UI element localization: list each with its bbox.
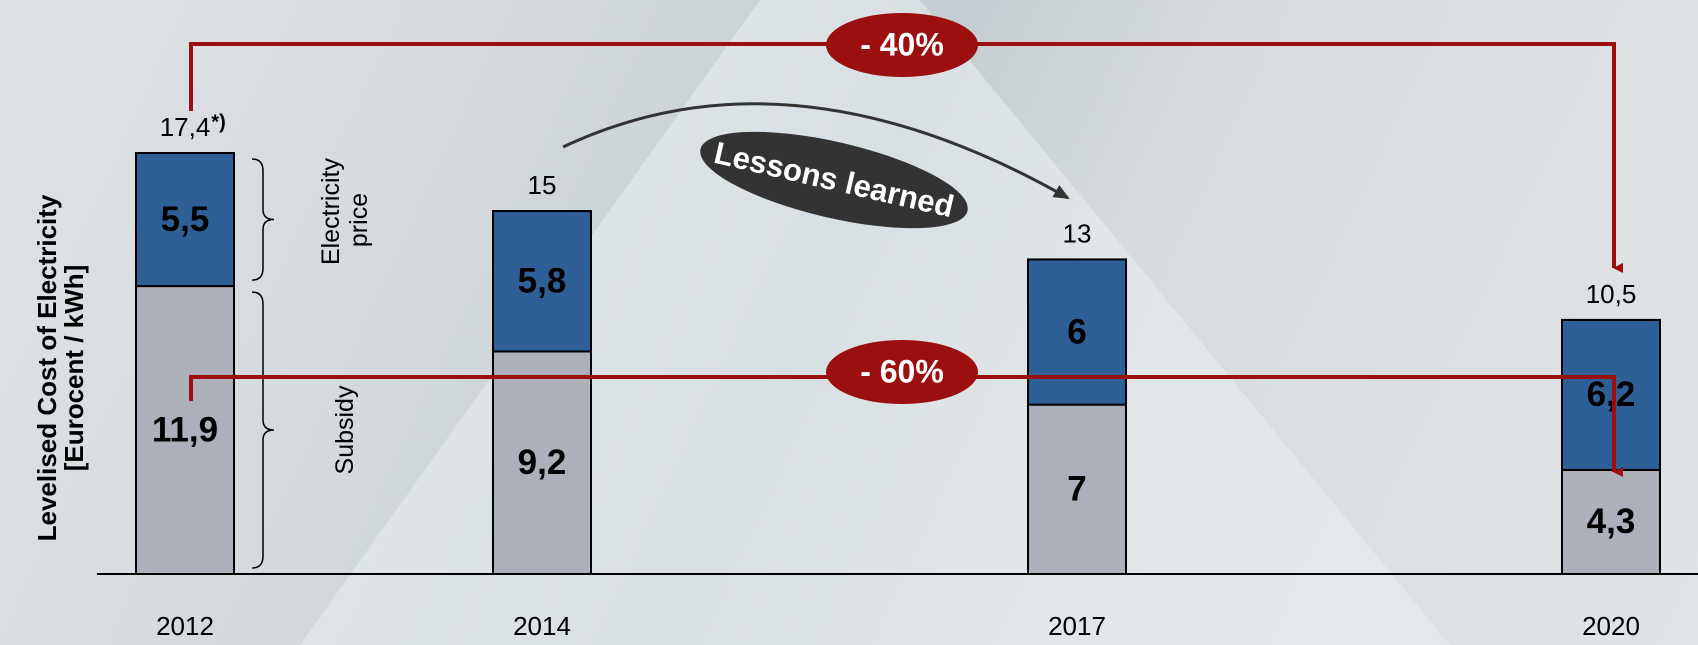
x-tick-label: 2020 (1582, 611, 1640, 641)
footnote-mark: *) (211, 111, 225, 133)
x-tick-label: 2012 (156, 611, 214, 641)
value-label: 5,5 (161, 200, 210, 239)
reduction-text: - 40% (860, 26, 944, 62)
total-label: 17,4 (160, 112, 211, 142)
value-label: 5,8 (518, 261, 567, 300)
series-label: Subsidy (331, 385, 359, 475)
chart: 11,9 5,5 17,4*) 2012 9,2 5,8 15 2014 7 6 13 2017 4,3… (0, 0, 1698, 645)
brace (252, 292, 274, 568)
value-label: 9,2 (518, 443, 567, 482)
value-label: 11,9 (152, 410, 218, 449)
total-label: 13 (1063, 218, 1092, 248)
series-label: Electricity price (317, 175, 373, 265)
x-tick-label: 2014 (513, 611, 571, 641)
background-hall (300, 0, 1450, 645)
value-label: 7 (1067, 470, 1086, 509)
value-label: 4,3 (1587, 502, 1636, 541)
total-label: 10,5 (1586, 279, 1637, 309)
page: 11,9 5,5 17,4*) 2012 9,2 5,8 15 2014 7 6 13 2017 4,3… (0, 0, 1698, 645)
total-label: 15 (528, 170, 557, 200)
value-label: 6,2 (1587, 375, 1636, 414)
brace (252, 159, 274, 280)
y-axis-title: [Eurocent / kWh] (59, 265, 89, 472)
x-tick-label: 2017 (1048, 611, 1106, 641)
reduction-text: - 60% (860, 353, 944, 389)
y-axis-title: Levelised Cost of Electricity (32, 194, 62, 541)
value-label: 6 (1067, 312, 1086, 351)
